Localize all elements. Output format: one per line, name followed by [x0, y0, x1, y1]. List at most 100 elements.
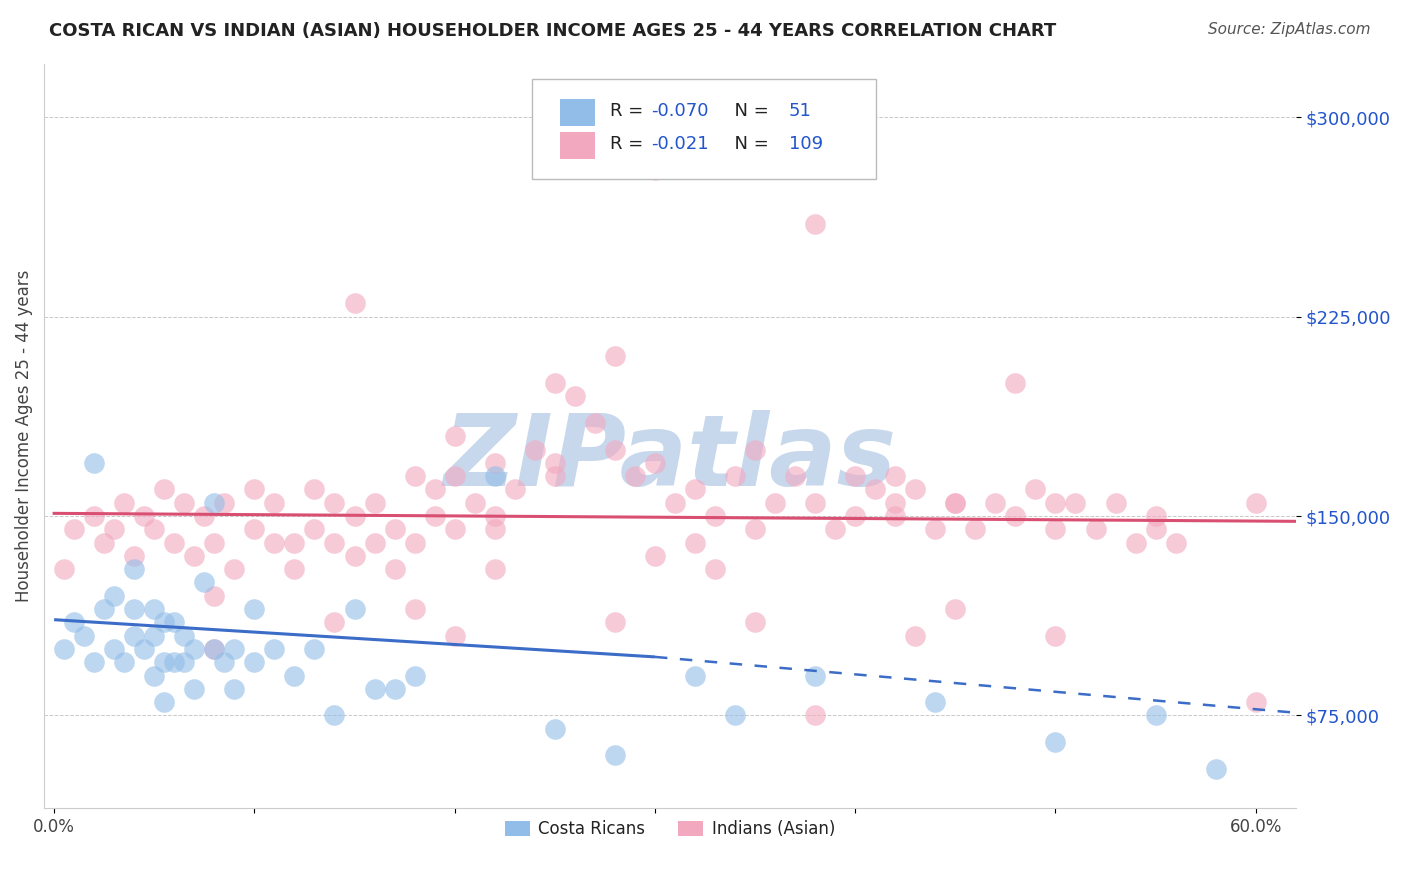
Point: [202, 642, 225, 657]
Point: [583, 416, 606, 430]
Point: [202, 535, 225, 549]
Point: [1244, 695, 1267, 709]
Text: N =: N =: [723, 102, 775, 120]
Point: [243, 655, 266, 669]
Point: [173, 629, 195, 643]
Point: [1064, 496, 1087, 510]
Point: [984, 496, 1007, 510]
Point: [404, 602, 426, 616]
Point: [193, 508, 215, 523]
Point: [83, 456, 105, 470]
Point: [143, 629, 166, 643]
Point: [263, 642, 285, 657]
Point: [153, 483, 176, 497]
Point: [343, 549, 366, 563]
Point: [53, 562, 76, 576]
Point: [243, 602, 266, 616]
Point: [343, 508, 366, 523]
Point: [1045, 629, 1067, 643]
Point: [804, 708, 827, 723]
Point: [323, 496, 346, 510]
Point: [93, 602, 115, 616]
Point: [763, 496, 786, 510]
Point: [323, 535, 346, 549]
Point: [163, 655, 186, 669]
Point: [224, 681, 246, 696]
Point: [103, 642, 125, 657]
Point: [224, 642, 246, 657]
Point: [844, 508, 866, 523]
Point: [523, 442, 546, 457]
Point: [304, 642, 326, 657]
Point: [544, 376, 567, 390]
Point: [214, 496, 236, 510]
Point: [443, 522, 465, 536]
Point: [283, 535, 305, 549]
Point: [704, 508, 727, 523]
Text: 109: 109: [789, 135, 823, 153]
Point: [1164, 535, 1187, 549]
Point: [214, 655, 236, 669]
Point: [363, 681, 385, 696]
Point: [283, 562, 305, 576]
Point: [664, 496, 686, 510]
Point: [83, 508, 105, 523]
Point: [804, 496, 827, 510]
Text: -0.021: -0.021: [651, 135, 709, 153]
Point: [134, 642, 156, 657]
Point: [343, 296, 366, 310]
Text: ZIPatlas: ZIPatlas: [443, 410, 897, 507]
Text: COSTA RICAN VS INDIAN (ASIAN) HOUSEHOLDER INCOME AGES 25 - 44 YEARS CORRELATION : COSTA RICAN VS INDIAN (ASIAN) HOUSEHOLDE…: [49, 22, 1056, 40]
Text: Source: ZipAtlas.com: Source: ZipAtlas.com: [1208, 22, 1371, 37]
Point: [153, 615, 176, 630]
Point: [624, 469, 647, 483]
Point: [564, 389, 586, 403]
Point: [443, 629, 465, 643]
Legend: Costa Ricans, Indians (Asian): Costa Ricans, Indians (Asian): [498, 814, 842, 845]
Point: [884, 508, 907, 523]
Point: [122, 629, 145, 643]
Point: [804, 217, 827, 231]
Point: [863, 483, 886, 497]
Point: [744, 615, 766, 630]
Point: [924, 522, 946, 536]
Point: [943, 496, 966, 510]
Point: [112, 496, 135, 510]
Point: [503, 483, 526, 497]
Point: [1045, 496, 1067, 510]
Point: [153, 655, 176, 669]
Point: [603, 748, 626, 763]
Point: [384, 562, 406, 576]
Point: [384, 522, 406, 536]
FancyBboxPatch shape: [533, 79, 876, 179]
Point: [544, 456, 567, 470]
Point: [202, 496, 225, 510]
Point: [724, 708, 747, 723]
Point: [1045, 522, 1067, 536]
Point: [644, 549, 666, 563]
Point: [224, 562, 246, 576]
Point: [112, 655, 135, 669]
Text: -0.070: -0.070: [651, 102, 709, 120]
Point: [844, 469, 866, 483]
Point: [143, 522, 166, 536]
Point: [943, 496, 966, 510]
Point: [163, 615, 186, 630]
Point: [243, 483, 266, 497]
Point: [122, 549, 145, 563]
Point: [1144, 508, 1167, 523]
Point: [1244, 496, 1267, 510]
Point: [884, 496, 907, 510]
Point: [103, 589, 125, 603]
Point: [1205, 762, 1227, 776]
Point: [644, 163, 666, 178]
Point: [1125, 535, 1147, 549]
Point: [143, 602, 166, 616]
Point: [423, 508, 446, 523]
Point: [363, 496, 385, 510]
Point: [683, 483, 706, 497]
Point: [683, 668, 706, 682]
Point: [484, 562, 506, 576]
Point: [153, 695, 176, 709]
Point: [1004, 508, 1026, 523]
